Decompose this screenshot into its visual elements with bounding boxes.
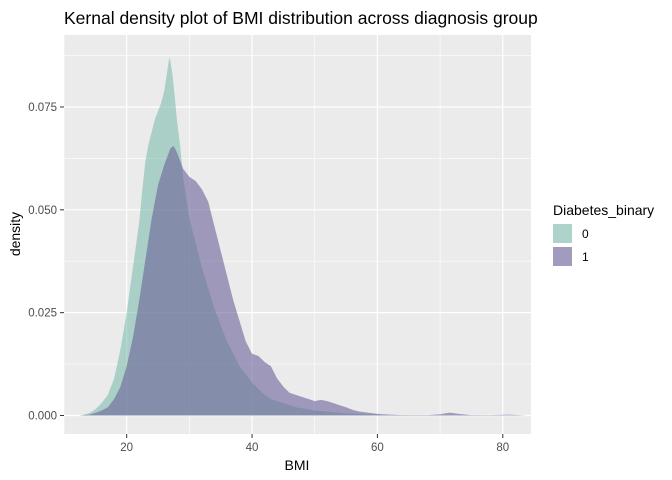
legend-swatch-1 [553, 247, 572, 266]
density-area-1 [79, 146, 528, 416]
legend-title: Diabetes_binary [553, 202, 654, 218]
legend: Diabetes_binary 0 1 [553, 202, 654, 266]
x-tick-label: 40 [246, 442, 259, 454]
y-tick-label: 0.025 [28, 308, 57, 320]
x-tick-label: 20 [120, 442, 133, 454]
y-tick-label: 0.050 [28, 205, 57, 217]
y-axis: 0.000 0.025 0.050 0.075 [28, 102, 64, 422]
legend-swatch-0 [553, 224, 572, 243]
y-tick-label: 0.000 [28, 410, 57, 422]
density-areas [79, 57, 528, 416]
x-axis-title: BMI [285, 457, 310, 473]
legend-label-1: 1 [582, 250, 589, 264]
y-tick-label: 0.075 [28, 102, 57, 114]
x-tick-label: 60 [371, 442, 384, 454]
chart-title: Kernal density plot of BMI distribution … [64, 8, 538, 28]
x-tick-label: 80 [496, 442, 509, 454]
y-axis-title: density [7, 212, 23, 256]
legend-label-0: 0 [582, 227, 589, 241]
x-axis: 20 40 60 80 [120, 434, 509, 454]
